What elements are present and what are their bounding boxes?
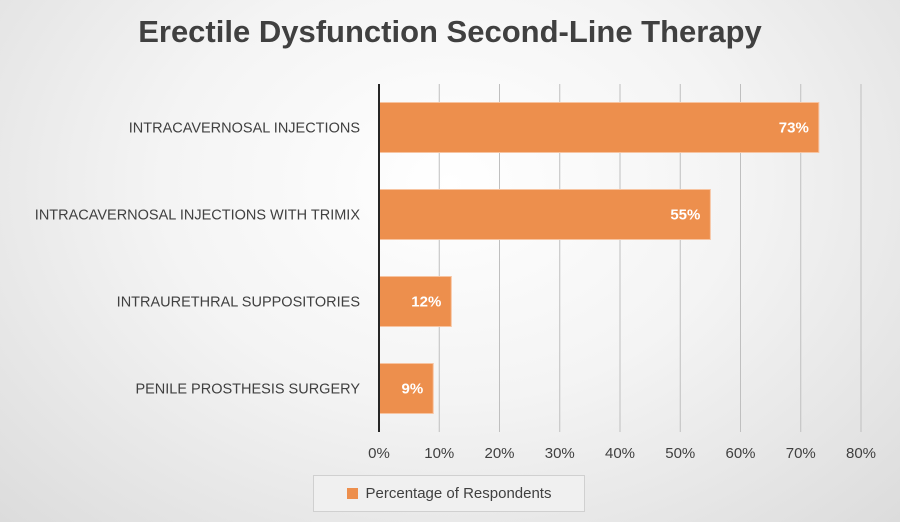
x-tick-label: 50% — [665, 445, 695, 462]
data-label: 9% — [402, 381, 424, 398]
bar — [378, 189, 711, 240]
x-tick-label: 0% — [368, 445, 390, 462]
category-label: INTRACAVERNOSAL INJECTIONS — [129, 121, 360, 137]
legend: Percentage of Respondents — [313, 475, 585, 512]
legend-swatch — [346, 488, 358, 499]
x-tick-label: 70% — [786, 445, 816, 462]
legend-label: Percentage of Respondents — [365, 485, 552, 502]
bar — [378, 276, 452, 327]
category-label: INTRAURETHRAL SUPPOSITORIES — [117, 295, 360, 311]
category-label: PENILE PROSTHESIS SURGERY — [135, 382, 360, 398]
data-label: 73% — [779, 120, 809, 137]
x-tick-label: 30% — [545, 445, 575, 462]
x-tick-label: 20% — [484, 445, 514, 462]
x-tick-label: 10% — [424, 445, 454, 462]
x-tick-label: 80% — [846, 445, 876, 462]
data-label: 12% — [411, 294, 441, 311]
x-tick-label: 40% — [605, 445, 635, 462]
bar — [378, 102, 820, 153]
chart-title: Erectile Dysfunction Second-Line Therapy — [138, 14, 762, 49]
bar — [378, 363, 434, 414]
category-label: INTRACAVERNOSAL INJECTIONS WITH TRIMIX — [35, 208, 361, 224]
data-label: 55% — [670, 207, 700, 224]
x-tick-label: 60% — [725, 445, 755, 462]
